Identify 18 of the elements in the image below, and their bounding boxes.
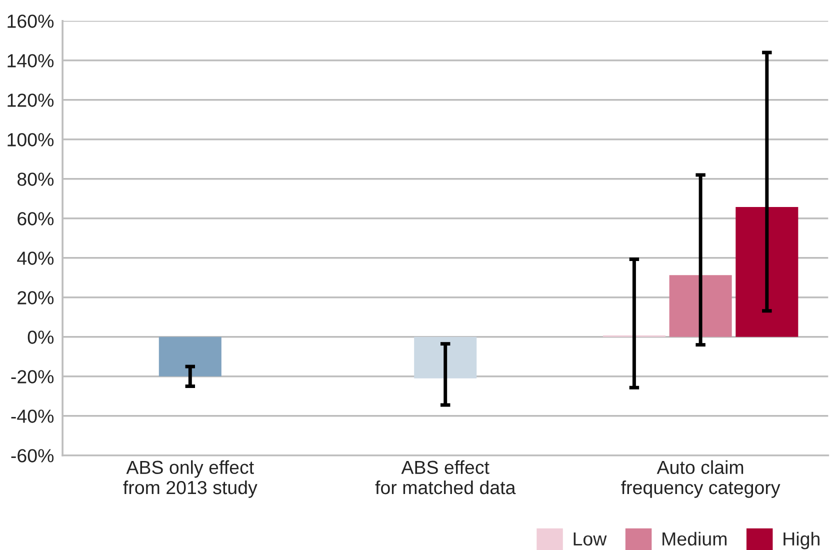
- y-tick-label: 80%: [18, 172, 54, 186]
- y-tick-label: -60%: [11, 449, 54, 462]
- y-tick-label: 20%: [18, 291, 54, 304]
- legend-label: Medium: [662, 532, 726, 546]
- y-tick-label: 0%: [28, 330, 54, 344]
- y-tick-label: 120%: [8, 94, 54, 107]
- y-tick-label: 60%: [18, 212, 54, 226]
- y-tick-label: -40%: [11, 410, 54, 423]
- x-tick-label: ABS effect for matched data: [375, 460, 516, 494]
- x-tick-label: ABS only effect from 2013 study: [123, 460, 258, 498]
- legend-label: Low: [574, 532, 607, 546]
- y-tick-label: -20%: [11, 370, 54, 384]
- y-tick-label: 40%: [17, 252, 54, 265]
- x-tick-label: Auto claim frequency category: [621, 460, 780, 498]
- y-tick-label: 160%: [8, 14, 54, 28]
- y-tick-label: 140%: [8, 54, 54, 68]
- legend-label: High: [784, 532, 820, 550]
- y-tick-label: 100%: [8, 133, 54, 146]
